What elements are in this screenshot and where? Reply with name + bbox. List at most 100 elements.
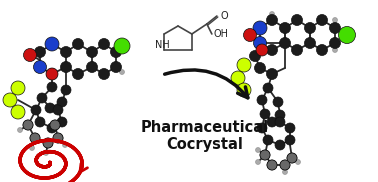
Circle shape <box>31 105 41 115</box>
Circle shape <box>62 143 68 147</box>
Text: O: O <box>221 11 228 21</box>
Circle shape <box>45 37 59 51</box>
Circle shape <box>57 97 67 107</box>
Circle shape <box>43 138 53 148</box>
Circle shape <box>263 135 273 145</box>
Text: Cocrystal: Cocrystal <box>167 137 243 153</box>
Circle shape <box>260 150 270 160</box>
Circle shape <box>99 68 110 80</box>
Circle shape <box>257 123 267 133</box>
Circle shape <box>330 23 341 33</box>
Circle shape <box>316 45 327 56</box>
Circle shape <box>110 46 121 58</box>
Circle shape <box>17 128 23 132</box>
Circle shape <box>237 83 251 97</box>
Circle shape <box>73 39 84 50</box>
Circle shape <box>266 45 277 56</box>
Circle shape <box>256 44 268 56</box>
Circle shape <box>253 21 267 35</box>
Circle shape <box>3 93 17 107</box>
Circle shape <box>45 103 55 113</box>
Circle shape <box>53 105 63 115</box>
Circle shape <box>30 133 40 143</box>
Circle shape <box>60 62 71 72</box>
Circle shape <box>267 117 277 127</box>
Circle shape <box>280 160 290 170</box>
Circle shape <box>339 27 355 43</box>
Circle shape <box>34 46 45 58</box>
Circle shape <box>237 58 251 72</box>
Circle shape <box>305 23 316 33</box>
Circle shape <box>279 37 291 48</box>
Circle shape <box>99 39 110 50</box>
Circle shape <box>287 153 297 163</box>
Circle shape <box>23 48 37 62</box>
Circle shape <box>47 123 57 133</box>
Circle shape <box>231 71 245 85</box>
Circle shape <box>87 46 98 58</box>
Circle shape <box>291 45 302 56</box>
Circle shape <box>46 39 57 50</box>
Circle shape <box>46 68 58 80</box>
Text: OH: OH <box>214 29 229 39</box>
Circle shape <box>53 133 63 143</box>
Circle shape <box>275 110 285 120</box>
Circle shape <box>35 117 45 127</box>
Circle shape <box>114 38 130 54</box>
Circle shape <box>280 160 290 170</box>
Circle shape <box>34 62 45 72</box>
Circle shape <box>30 133 40 143</box>
Circle shape <box>263 83 273 93</box>
Circle shape <box>256 147 260 153</box>
Circle shape <box>267 160 277 170</box>
Circle shape <box>254 37 265 48</box>
Circle shape <box>119 43 124 48</box>
Circle shape <box>11 81 25 95</box>
Circle shape <box>275 117 285 127</box>
Circle shape <box>23 120 33 130</box>
Circle shape <box>37 93 47 103</box>
Circle shape <box>266 15 277 25</box>
Circle shape <box>43 138 53 148</box>
Circle shape <box>266 68 277 80</box>
Circle shape <box>305 37 316 48</box>
Circle shape <box>296 159 301 165</box>
Circle shape <box>287 153 297 163</box>
Circle shape <box>285 135 295 145</box>
Circle shape <box>29 145 34 151</box>
Circle shape <box>333 48 338 52</box>
Circle shape <box>333 17 338 23</box>
Circle shape <box>53 133 63 143</box>
Circle shape <box>73 68 84 80</box>
Text: NH: NH <box>155 40 169 50</box>
Circle shape <box>330 37 341 48</box>
Text: Pharmaceutical: Pharmaceutical <box>141 120 269 136</box>
Circle shape <box>260 150 270 160</box>
Circle shape <box>291 15 302 25</box>
Circle shape <box>87 62 98 72</box>
Circle shape <box>279 23 291 33</box>
Circle shape <box>256 159 260 165</box>
Circle shape <box>275 140 285 150</box>
Circle shape <box>243 29 257 41</box>
Circle shape <box>60 46 71 58</box>
Circle shape <box>50 120 60 130</box>
Circle shape <box>249 50 260 62</box>
Circle shape <box>11 105 25 119</box>
Circle shape <box>254 62 265 74</box>
Circle shape <box>47 82 57 92</box>
Circle shape <box>267 160 277 170</box>
Circle shape <box>270 11 274 17</box>
Circle shape <box>316 15 327 25</box>
Circle shape <box>282 169 288 175</box>
Circle shape <box>257 95 267 105</box>
Circle shape <box>23 120 33 130</box>
Circle shape <box>43 151 48 155</box>
Circle shape <box>34 60 46 74</box>
Circle shape <box>254 37 266 50</box>
Circle shape <box>254 23 265 33</box>
Circle shape <box>57 117 67 127</box>
Circle shape <box>46 68 57 80</box>
Circle shape <box>110 62 121 72</box>
FancyArrowPatch shape <box>165 70 248 98</box>
